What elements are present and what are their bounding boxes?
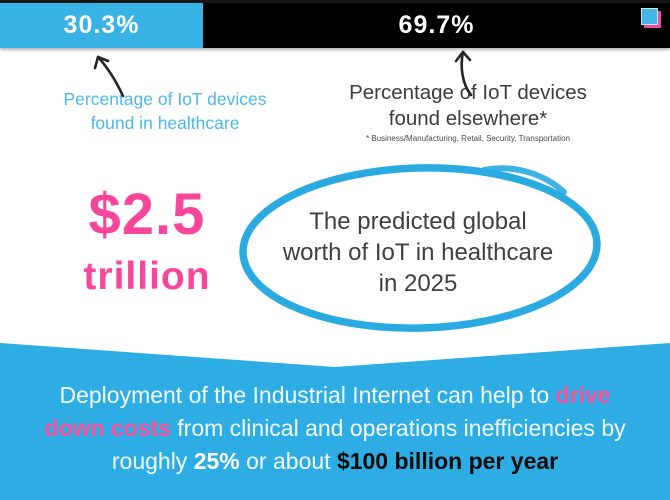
- bar-segment-healthcare: 30.3%: [0, 0, 203, 48]
- healthcare-percentage: 30.3%: [63, 11, 140, 39]
- banner-line1-highlight: drive: [555, 382, 611, 408]
- callout-ellipse-icon: [239, 164, 601, 332]
- worth-stat: $2.5 trillion: [58, 182, 236, 298]
- arrow-up-icon: [454, 50, 473, 97]
- layered-squares-icon: [641, 8, 658, 25]
- banner-line3-text1: roughly: [111, 448, 194, 474]
- elsewhere-percentage: 69.7%: [398, 11, 475, 39]
- bottom-banner: Deployment of the Industrial Internet ca…: [0, 343, 670, 500]
- banner-line3-bold-pct: 25%: [193, 448, 240, 474]
- banner-line3-text2: or about: [239, 448, 337, 474]
- iot-share-bar: 30.3% 69.7%: [0, 0, 670, 48]
- banner-line-1: Deployment of the Industrial Internet ca…: [0, 379, 670, 412]
- banner-line-3: roughly 25% or about $100 billion per ye…: [0, 445, 670, 478]
- callout-line-1: The predicted global: [309, 208, 527, 235]
- stat-unit: trillion: [83, 255, 211, 298]
- banner-line2-text: from clinical and operations inefficienc…: [170, 415, 626, 441]
- callout-text: The predicted global worth of IoT in hea…: [268, 206, 568, 299]
- banner-text: Deployment of the Industrial Internet ca…: [0, 379, 670, 478]
- top-border: [0, 0, 670, 3]
- elsewhere-footnote: * Business/Manufacturing, Retail, Securi…: [366, 134, 570, 143]
- stat-amount: $2.5: [88, 182, 206, 247]
- callout-line-3: in 2025: [378, 270, 458, 297]
- bar-segment-elsewhere: 69.7%: [203, 0, 670, 48]
- banner-line3-bold-amount: $100 billion per year: [336, 448, 559, 474]
- callout-line-2: worth of IoT in healthcare: [282, 239, 554, 266]
- healthcare-label: Percentage of IoT devices found in healt…: [63, 89, 267, 133]
- banner-line-2: down costs from clinical and operations …: [0, 412, 670, 445]
- banner-line2-highlight: down costs: [44, 415, 171, 441]
- arrow-up-left-icon: [93, 55, 125, 98]
- banner-line1-text: Deployment of the Industrial Internet ca…: [59, 382, 556, 408]
